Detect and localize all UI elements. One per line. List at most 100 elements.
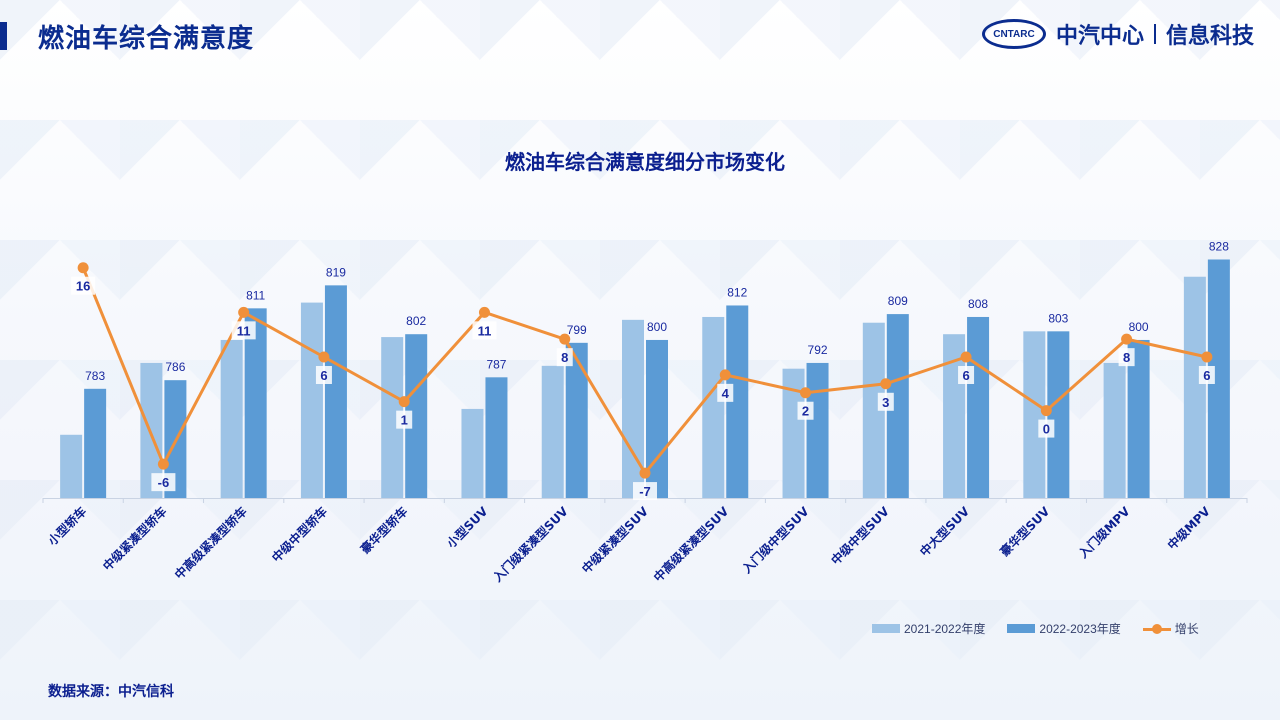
bar-value-label: 809: [888, 294, 908, 308]
bar-2021-2022: [1103, 362, 1126, 498]
bar-value-label: 819: [326, 265, 346, 279]
legend-label-growth: 增长: [1174, 622, 1199, 636]
brand-logo: CNTARC: [981, 19, 1046, 49]
growth-value-label: 6: [1203, 368, 1210, 383]
bar-value-label: 812: [727, 285, 747, 299]
bar-2022-2023: [565, 342, 588, 498]
category-label: 入门级中型SUV: [739, 503, 812, 576]
category-label: 中大型SUV: [917, 503, 973, 559]
growth-label-bg: [1038, 419, 1055, 438]
growth-point: [398, 396, 410, 408]
bar-2022-2023: [324, 285, 347, 498]
category-label: 中级中型轿车: [269, 504, 331, 566]
growth-label-bg: [633, 482, 657, 501]
growth-label-bg: [396, 410, 413, 429]
growth-point: [800, 387, 812, 399]
growth-point: [238, 306, 250, 318]
title-accent-bar: [0, 22, 7, 50]
growth-label-bg: [71, 276, 96, 295]
brand: CNTARC 中汽中心 信息科技: [981, 16, 1254, 52]
bar-2022-2023: [84, 388, 107, 498]
bar-2021-2022: [461, 408, 484, 498]
growth-value-label: 8: [561, 350, 568, 365]
category-label: 中高级紧凑型SUV: [650, 503, 732, 585]
bar-2021-2022: [782, 368, 805, 498]
growth-point: [880, 378, 892, 390]
bar-value-label: 783: [85, 369, 105, 383]
growth-value-label: -7: [639, 484, 651, 499]
bar-2022-2023: [886, 314, 909, 498]
bar-2021-2022: [300, 302, 323, 498]
growth-value-label: 8: [1123, 350, 1130, 365]
category-label: 豪华型轿车: [357, 504, 410, 557]
bar-2021-2022: [140, 362, 163, 498]
growth-label-bg: [717, 383, 734, 402]
legend-item-2022-2023[interactable]: 2022-2023年度: [1007, 620, 1121, 637]
legend-item-growth[interactable]: 增长: [1142, 620, 1199, 637]
legend-swatch-growth: [1142, 623, 1171, 634]
growth-value-label: 2: [802, 404, 809, 419]
brand-subtitle: 信息科技: [1165, 24, 1254, 49]
growth-point: [960, 351, 972, 363]
growth-point: [719, 369, 731, 381]
growth-point: [318, 351, 330, 363]
bar-2022-2023: [485, 377, 508, 498]
growth-point: [559, 333, 571, 345]
bar-2021-2022: [220, 339, 243, 498]
growth-label-bg: [1118, 348, 1135, 367]
category-label: 入门级紧凑型SUV: [490, 503, 572, 585]
chart-legend: 2021-2022年度 2022-2023年度 增长: [872, 620, 1199, 637]
growth-value-label: 11: [478, 323, 492, 338]
bar-2022-2023: [646, 339, 668, 498]
growth-value-label: 6: [320, 368, 327, 383]
legend-label-2021-2022: 2021-2022年度: [904, 622, 986, 636]
growth-point: [1040, 405, 1052, 417]
category-label: 小型轿车: [45, 504, 90, 549]
bar-2021-2022: [60, 434, 83, 498]
growth-label-bg: [556, 348, 573, 367]
category-label: 豪华型SUV: [997, 503, 1053, 559]
bar-value-label: 811: [246, 288, 265, 302]
growth-value-label: 11: [237, 323, 251, 338]
category-label: 小型SUV: [443, 503, 491, 551]
brand-divider: [1153, 24, 1156, 44]
category-label: 入门级MPV: [1075, 503, 1133, 561]
category-label: 中级中型SUV: [828, 503, 893, 568]
bar-value-label: 800: [1129, 320, 1149, 334]
growth-label-bg: [472, 321, 497, 340]
category-label: 中级MPV: [1164, 503, 1213, 552]
bar-2022-2023: [1127, 339, 1150, 498]
bar-2022-2023: [1047, 331, 1070, 498]
category-label: 中级紧凑型轿车: [100, 504, 170, 574]
category-label: 中高级紧凑型轿车: [171, 504, 249, 582]
category-label: 中级紧凑型SUV: [579, 503, 652, 576]
bar-2022-2023: [1207, 259, 1230, 498]
growth-label-bg: [877, 392, 894, 411]
growth-value-label: 6: [962, 368, 969, 383]
bar-value-label: 800: [647, 320, 667, 334]
brand-name: 中汽中心: [1055, 24, 1144, 49]
bar-2021-2022: [862, 322, 885, 498]
growth-point: [478, 306, 490, 318]
growth-point: [77, 262, 89, 274]
bar-value-label: 828: [1209, 239, 1229, 253]
legend-swatch-2022-2023: [1007, 624, 1036, 633]
bar-value-label: 792: [808, 343, 828, 357]
growth-label-bg: [797, 401, 814, 420]
bar-value-label: 786: [165, 360, 185, 374]
growth-label-bg: [1198, 366, 1215, 384]
legend-item-2021-2022[interactable]: 2021-2022年度: [872, 620, 985, 637]
bar-2021-2022: [1183, 276, 1206, 498]
bar-value-label: 803: [1048, 311, 1068, 325]
bar-2022-2023: [244, 308, 267, 498]
bar-2021-2022: [541, 365, 564, 498]
bar-value-label: 787: [486, 357, 506, 371]
growth-label-bg: [315, 366, 332, 384]
bar-2022-2023: [806, 362, 829, 498]
legend-swatch-2021-2022: [872, 624, 900, 633]
bar-2022-2023: [726, 305, 749, 498]
bar-2022-2023: [405, 334, 428, 498]
legend-label-2022-2023: 2022-2023年度: [1039, 622, 1121, 636]
growth-value-label: 0: [1043, 422, 1050, 437]
